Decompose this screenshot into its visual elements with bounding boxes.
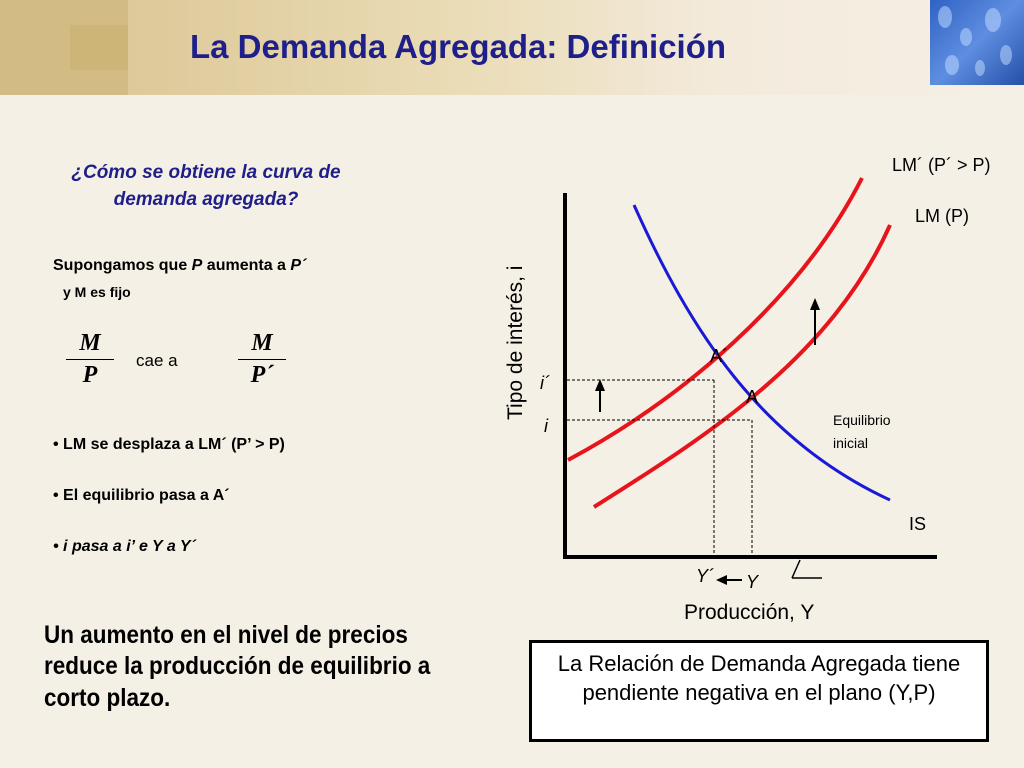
lm-prime-label: LM´ (P´ > P) — [892, 155, 991, 175]
y-axis-label: Tipo de interés, i — [504, 266, 527, 420]
supposition-line: Supongamos que P aumenta a P´ — [53, 257, 306, 275]
fraction-m-over-p: M P — [66, 330, 114, 389]
arrow-left-y-head — [716, 575, 727, 585]
corner-decoration — [930, 0, 1024, 85]
header-decoration-inner — [70, 25, 128, 70]
fraction1-denominator: P — [82, 362, 98, 388]
point-a-label: A — [746, 387, 758, 407]
bullet-i-y: • i pasa a i’ e Y a Y´ — [53, 538, 196, 555]
fraction2-denominator: P´ — [250, 362, 274, 388]
delta-symbol-icon — [791, 559, 822, 579]
lm-label: LM (P) — [915, 206, 969, 226]
is-curve — [632, 204, 891, 502]
supposition-p-prime: P´ — [290, 257, 307, 274]
arrow-up-shift-head — [810, 298, 820, 310]
arrow-up-i-head — [595, 379, 605, 391]
y-prime-label: Y´ — [696, 566, 714, 586]
lm-prime-curve — [567, 177, 864, 462]
supposition-p: P — [191, 257, 203, 274]
lm-curve — [592, 224, 892, 509]
x-axis-label: Producción, Y — [684, 601, 814, 624]
equilibrium-label-line1: Equilibrio — [833, 412, 891, 428]
fraction1-numerator: M — [66, 330, 114, 360]
slide-title: La Demanda Agregada: Definición — [190, 28, 727, 65]
falls-to-text: cae a — [136, 351, 178, 370]
boxed-statement: La Relación de Demanda Agregada tiene pe… — [529, 640, 989, 742]
fraction-m-over-p-prime: M P´ — [238, 330, 286, 389]
i-prime-label: i´ — [540, 373, 550, 393]
equilibrium-label-line2: inicial — [833, 435, 868, 451]
bullet-lm-shift: • LM se desplaza a LM´ (P’ > P) — [53, 436, 285, 453]
i-label: i — [544, 416, 549, 436]
bullet-equilibrium: • El equilibrio pasa a A´ — [53, 487, 230, 504]
supposition-text-a: Supongamos que — [53, 257, 192, 274]
question-text: ¿Cómo se obtiene la curva de demanda agr… — [71, 162, 341, 210]
m-fixed-text: y M es fijo — [63, 284, 131, 300]
is-label: IS — [909, 514, 926, 534]
conclusion-text: Un aumento en el nivel de precios reduce… — [44, 621, 431, 712]
supposition-text-b: aumenta a — [202, 257, 291, 274]
y-label: Y — [746, 572, 760, 592]
fraction2-numerator: M — [238, 330, 286, 360]
point-a-prime-label: A´ — [710, 346, 728, 366]
header-band — [0, 0, 1024, 95]
